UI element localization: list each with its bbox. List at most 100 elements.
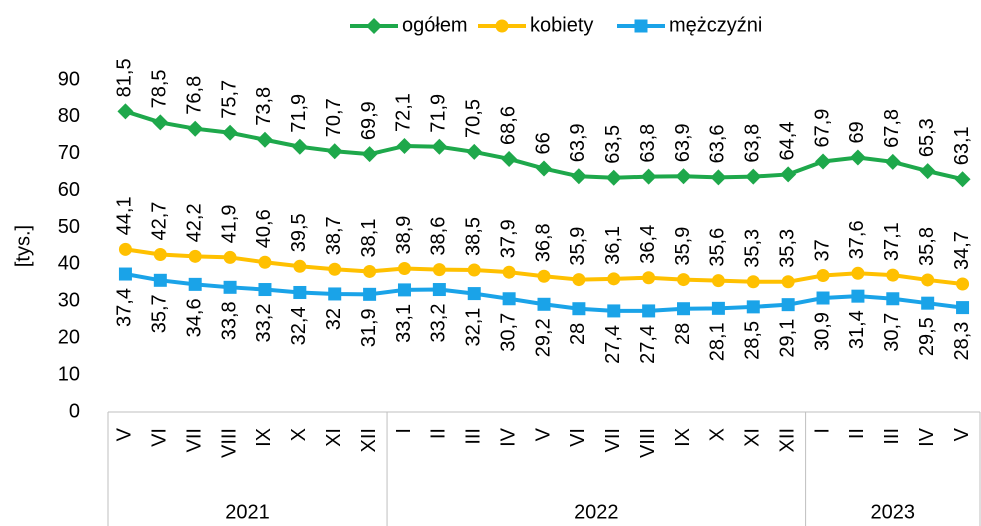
- data-label: 33,8: [218, 301, 240, 340]
- marker: [432, 283, 446, 297]
- marker: [745, 168, 762, 185]
- marker: [223, 250, 237, 264]
- data-label: 32,1: [463, 308, 485, 347]
- marker: [363, 264, 377, 278]
- marker: [293, 259, 307, 273]
- data-label: 27,4: [637, 325, 659, 364]
- marker: [921, 273, 935, 287]
- marker: [363, 287, 377, 301]
- marker: [366, 18, 382, 34]
- marker: [467, 287, 481, 301]
- marker: [642, 271, 656, 285]
- data-label: 31,4: [846, 310, 868, 349]
- data-label: 40,6: [253, 209, 275, 248]
- marker: [397, 262, 411, 276]
- marker: [152, 114, 169, 131]
- x-tick-label: I: [811, 428, 833, 434]
- marker: [816, 269, 830, 283]
- data-label: 38,9: [393, 216, 415, 255]
- x-tick-label: VII: [183, 428, 205, 452]
- x-tick-label: XII: [776, 428, 798, 452]
- marker: [851, 266, 865, 280]
- data-label: 29,1: [776, 319, 798, 358]
- legend-item: mężczyźni: [617, 14, 762, 36]
- data-label: 33,2: [428, 304, 450, 343]
- marker: [188, 249, 202, 263]
- data-label: 42,7: [149, 202, 171, 241]
- data-label: 63,6: [707, 124, 729, 163]
- marker: [677, 302, 691, 316]
- x-tick-label: IX: [253, 428, 275, 447]
- y-tick-label: 70: [58, 142, 80, 164]
- x-tick-label: II: [428, 428, 450, 439]
- marker: [849, 149, 866, 166]
- legend-label: kobiety: [530, 14, 593, 36]
- marker: [537, 297, 551, 311]
- marker: [711, 274, 725, 288]
- data-label: 37: [811, 239, 833, 261]
- marker: [640, 168, 657, 185]
- x-tick-label: XII: [358, 428, 380, 452]
- data-label: 34,7: [951, 231, 973, 270]
- marker: [223, 280, 237, 294]
- data-label: 71,9: [428, 94, 450, 133]
- data-label: 33,2: [253, 304, 275, 343]
- data-label: 30,7: [497, 313, 519, 352]
- data-label: 35,9: [672, 227, 694, 266]
- data-label: 32,4: [288, 306, 310, 345]
- marker: [432, 263, 446, 277]
- data-label: 38,7: [323, 216, 345, 255]
- data-label: 33,1: [393, 304, 415, 343]
- marker: [495, 19, 509, 33]
- x-tick-label: IV: [916, 427, 938, 447]
- marker: [886, 292, 900, 306]
- marker: [258, 255, 272, 269]
- data-label: 66: [532, 132, 554, 154]
- marker: [467, 263, 481, 277]
- group-label: 2021: [225, 501, 270, 523]
- x-tick-label: IX: [672, 428, 694, 447]
- data-label: 37,1: [881, 222, 903, 261]
- data-label: 37,9: [497, 219, 519, 258]
- data-label: 28: [567, 323, 589, 345]
- marker: [361, 146, 378, 163]
- marker: [634, 19, 648, 33]
- marker: [570, 168, 587, 185]
- marker: [816, 291, 830, 305]
- x-tick-label: XI: [742, 428, 764, 447]
- x-tick-label: VIII: [218, 428, 240, 458]
- data-label: 38,6: [428, 217, 450, 256]
- y-tick-label: 40: [58, 253, 80, 275]
- data-label: 37,6: [846, 220, 868, 259]
- marker: [642, 304, 656, 318]
- marker: [256, 131, 273, 148]
- data-label: 78,5: [149, 69, 171, 108]
- x-tick-label: X: [288, 428, 310, 441]
- data-label: 44,1: [114, 196, 136, 235]
- data-label: 63,8: [742, 124, 764, 163]
- marker: [502, 292, 516, 306]
- data-label: 38,1: [358, 219, 380, 258]
- data-label: 69: [846, 121, 868, 143]
- y-tick-label: 20: [58, 327, 80, 349]
- data-label: 35,7: [149, 294, 171, 333]
- marker: [537, 269, 551, 283]
- data-label: 71,9: [288, 94, 310, 133]
- data-label: 42,2: [183, 203, 205, 242]
- data-label: 72,1: [393, 93, 415, 132]
- x-tick-label: VII: [602, 428, 624, 452]
- legend-label: mężczyźni: [669, 14, 762, 36]
- marker: [781, 275, 795, 289]
- marker: [118, 267, 132, 281]
- y-tick-label: 10: [58, 363, 80, 385]
- x-tick-label: V: [532, 427, 554, 441]
- x-tick-label: V: [951, 427, 973, 441]
- data-label: 41,9: [218, 204, 240, 243]
- marker: [396, 138, 413, 155]
- marker: [431, 138, 448, 155]
- marker: [746, 275, 760, 289]
- data-label: 69,9: [358, 101, 380, 140]
- x-tick-label: VI: [149, 428, 171, 447]
- x-tick-label: VI: [567, 428, 589, 447]
